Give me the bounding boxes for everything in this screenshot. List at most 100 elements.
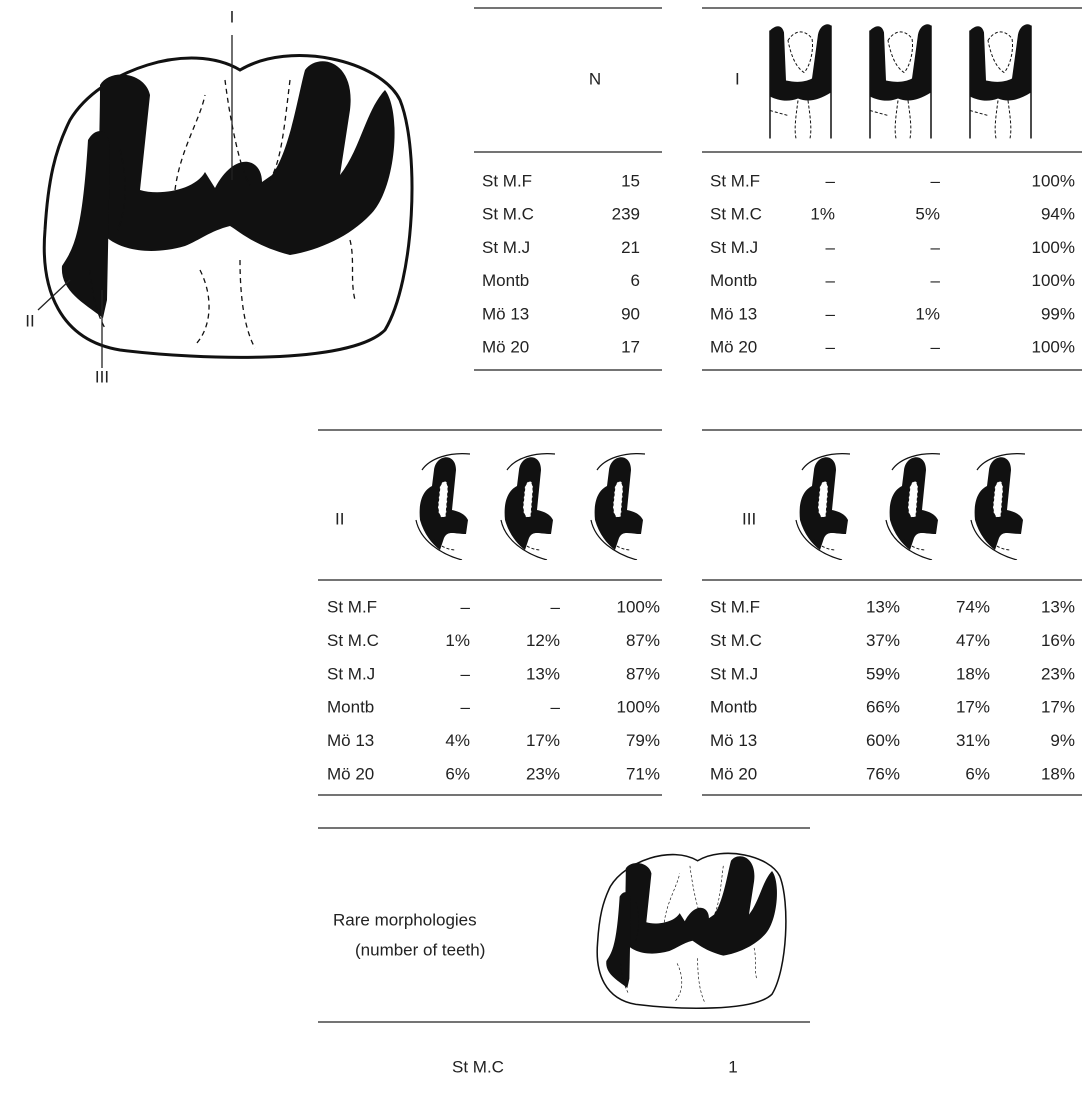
cell: 100% bbox=[617, 698, 660, 717]
row-label: St M.C bbox=[452, 1057, 504, 1076]
cell: 17% bbox=[956, 698, 990, 717]
column-header: II bbox=[335, 509, 344, 528]
row-label: Montb bbox=[482, 271, 529, 290]
cell: 76% bbox=[866, 764, 900, 783]
row-label: Montb bbox=[710, 698, 757, 717]
cell: 100% bbox=[1032, 171, 1075, 190]
cell: 37% bbox=[866, 631, 900, 650]
row-label: St M.F bbox=[710, 597, 760, 616]
cell: 5% bbox=[915, 205, 940, 224]
column-header: N bbox=[589, 69, 601, 88]
morphology-icon bbox=[970, 24, 1031, 138]
row-label: Mö 20 bbox=[482, 337, 529, 356]
row-label: St M.C bbox=[327, 631, 379, 650]
morphology-icon bbox=[796, 454, 850, 560]
morphology-icon bbox=[971, 454, 1025, 560]
row-label: St M.F bbox=[327, 597, 377, 616]
row-label: St M.J bbox=[327, 664, 375, 683]
row-label: St M.C bbox=[710, 631, 762, 650]
row-label: Montb bbox=[327, 698, 374, 717]
cell: 94% bbox=[1041, 205, 1075, 224]
row-label: St M.F bbox=[710, 171, 760, 190]
cell: 13% bbox=[866, 597, 900, 616]
cell: 17 bbox=[621, 337, 640, 356]
cell: – bbox=[826, 271, 836, 290]
tooth-drawing bbox=[44, 56, 412, 358]
rare-label: Rare morphologies bbox=[333, 910, 477, 929]
morphology-icon bbox=[770, 24, 831, 138]
row-label: St M.F bbox=[482, 171, 532, 190]
cell: 1% bbox=[915, 304, 940, 323]
row-label: Mö 13 bbox=[482, 304, 529, 323]
morphology-icon bbox=[501, 454, 555, 560]
cell: 31% bbox=[956, 731, 990, 750]
cell: – bbox=[826, 238, 836, 257]
drawing-label: II bbox=[25, 311, 34, 330]
rare-tooth-drawing bbox=[597, 853, 786, 1008]
row-label: St M.J bbox=[710, 238, 758, 257]
cell: 6% bbox=[445, 764, 470, 783]
cell: 6 bbox=[631, 271, 640, 290]
cell: – bbox=[461, 664, 471, 683]
cell: 1 bbox=[728, 1057, 737, 1076]
cell: – bbox=[826, 304, 836, 323]
cell: 66% bbox=[866, 698, 900, 717]
cell: 17% bbox=[526, 731, 560, 750]
cell: 23% bbox=[1041, 664, 1075, 683]
cell: – bbox=[461, 698, 471, 717]
morphology-icon bbox=[416, 454, 470, 560]
cell: 239 bbox=[612, 205, 640, 224]
morphology-icon bbox=[886, 454, 940, 560]
cell: – bbox=[931, 238, 941, 257]
cell: 13% bbox=[526, 664, 560, 683]
cell: – bbox=[826, 171, 836, 190]
row-label: Montb bbox=[710, 271, 757, 290]
cell: – bbox=[826, 337, 836, 356]
column-header: III bbox=[742, 509, 756, 528]
row-label: Mö 20 bbox=[710, 337, 757, 356]
cell: 13% bbox=[1041, 597, 1075, 616]
cell: 12% bbox=[526, 631, 560, 650]
row-label: Mö 20 bbox=[327, 764, 374, 783]
drawing-label: III bbox=[95, 367, 109, 386]
cell: 60% bbox=[866, 731, 900, 750]
cell: 47% bbox=[956, 631, 990, 650]
cell: 6% bbox=[965, 764, 990, 783]
cell: 100% bbox=[1032, 271, 1075, 290]
cell: 1% bbox=[445, 631, 470, 650]
cell: – bbox=[931, 337, 941, 356]
cell: 23% bbox=[526, 764, 560, 783]
cell: – bbox=[931, 171, 941, 190]
cell: 71% bbox=[626, 764, 660, 783]
cell: – bbox=[461, 597, 471, 616]
cell: 87% bbox=[626, 631, 660, 650]
rare-label: (number of teeth) bbox=[355, 940, 485, 959]
cell: 4% bbox=[445, 731, 470, 750]
cell: 1% bbox=[810, 205, 835, 224]
cell: 59% bbox=[866, 664, 900, 683]
cell: 99% bbox=[1041, 304, 1075, 323]
morphology-icon bbox=[870, 24, 931, 138]
row-label: St M.C bbox=[482, 205, 534, 224]
cell: 15 bbox=[621, 171, 640, 190]
cell: 18% bbox=[956, 664, 990, 683]
cell: 100% bbox=[1032, 337, 1075, 356]
cell: 100% bbox=[1032, 238, 1075, 257]
cell: 90 bbox=[621, 304, 640, 323]
cell: 18% bbox=[1041, 764, 1075, 783]
row-label: St M.J bbox=[710, 664, 758, 683]
cell: 87% bbox=[626, 664, 660, 683]
row-label: St M.J bbox=[482, 238, 530, 257]
cell: – bbox=[551, 597, 561, 616]
column-header: I bbox=[735, 69, 740, 88]
cell: 21 bbox=[621, 238, 640, 257]
row-label: Mö 13 bbox=[327, 731, 374, 750]
cell: 100% bbox=[617, 597, 660, 616]
row-label: Mö 13 bbox=[710, 731, 757, 750]
cell: 16% bbox=[1041, 631, 1075, 650]
drawing-label: I bbox=[230, 7, 235, 26]
row-label: St M.C bbox=[710, 205, 762, 224]
cell: – bbox=[551, 698, 561, 717]
morphology-icon bbox=[591, 454, 645, 560]
cell: 17% bbox=[1041, 698, 1075, 717]
